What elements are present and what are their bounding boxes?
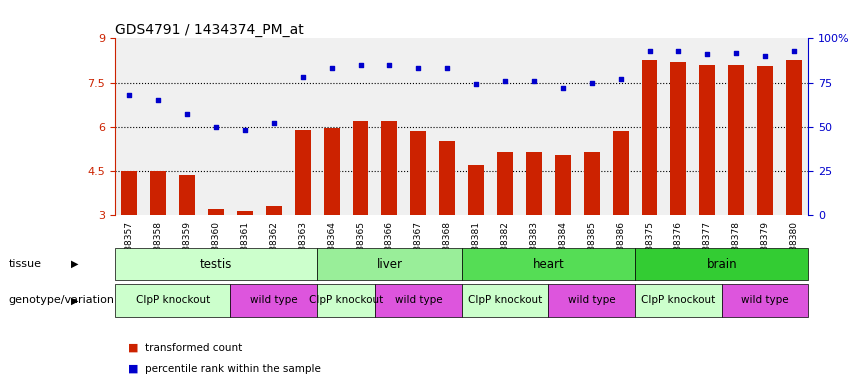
Text: liver: liver bbox=[376, 258, 403, 270]
Bar bbox=[122, 171, 137, 215]
Bar bbox=[671, 62, 687, 215]
Bar bbox=[317, 284, 375, 317]
Point bbox=[267, 120, 281, 126]
Point bbox=[556, 85, 569, 91]
Point bbox=[469, 81, 483, 88]
Bar bbox=[381, 121, 397, 215]
Bar bbox=[375, 284, 461, 317]
Bar bbox=[728, 65, 744, 215]
Point bbox=[441, 65, 454, 71]
Point bbox=[383, 62, 397, 68]
Bar bbox=[613, 131, 629, 215]
Point bbox=[729, 50, 743, 56]
Text: ClpP knockout: ClpP knockout bbox=[468, 295, 542, 306]
Point bbox=[325, 65, 339, 71]
Point bbox=[527, 78, 540, 84]
Point bbox=[296, 74, 310, 80]
Text: brain: brain bbox=[706, 258, 737, 270]
Text: tissue: tissue bbox=[9, 259, 42, 269]
Text: ■: ■ bbox=[128, 364, 138, 374]
Text: transformed count: transformed count bbox=[145, 343, 242, 353]
Point bbox=[758, 53, 772, 59]
Bar bbox=[461, 248, 635, 280]
Text: ▶: ▶ bbox=[71, 295, 78, 306]
Bar bbox=[208, 209, 224, 215]
Point bbox=[180, 111, 194, 118]
Bar bbox=[548, 284, 635, 317]
Point bbox=[123, 92, 136, 98]
Point bbox=[354, 62, 368, 68]
Point bbox=[787, 48, 801, 54]
Text: wild type: wild type bbox=[395, 295, 443, 306]
Text: ■: ■ bbox=[128, 343, 138, 353]
Bar bbox=[786, 61, 802, 215]
Bar bbox=[635, 284, 722, 317]
Bar bbox=[317, 248, 461, 280]
Text: heart: heart bbox=[533, 258, 564, 270]
Point bbox=[700, 51, 714, 57]
Bar bbox=[231, 284, 317, 317]
Text: ClpP knockout: ClpP knockout bbox=[642, 295, 716, 306]
Bar bbox=[526, 152, 542, 215]
Point bbox=[614, 76, 627, 82]
Text: GDS4791 / 1434374_PM_at: GDS4791 / 1434374_PM_at bbox=[115, 23, 304, 37]
Text: ClpP knockout: ClpP knockout bbox=[135, 295, 210, 306]
Text: wild type: wild type bbox=[568, 295, 615, 306]
Point bbox=[151, 97, 165, 103]
Point bbox=[209, 124, 223, 130]
Bar bbox=[237, 210, 253, 215]
Bar bbox=[115, 284, 231, 317]
Bar bbox=[635, 248, 808, 280]
Bar bbox=[555, 155, 571, 215]
Bar bbox=[642, 61, 658, 215]
Bar bbox=[410, 131, 426, 215]
Text: wild type: wild type bbox=[250, 295, 298, 306]
Point bbox=[412, 65, 426, 71]
Text: testis: testis bbox=[200, 258, 232, 270]
Bar bbox=[352, 121, 368, 215]
Bar bbox=[497, 152, 513, 215]
Point bbox=[498, 78, 511, 84]
Point bbox=[643, 48, 656, 54]
Bar bbox=[266, 206, 282, 215]
Bar bbox=[757, 66, 773, 215]
Bar bbox=[115, 248, 317, 280]
Bar bbox=[180, 175, 195, 215]
Text: genotype/variation: genotype/variation bbox=[9, 295, 115, 306]
Point bbox=[671, 48, 685, 54]
Point bbox=[238, 127, 252, 133]
Bar bbox=[584, 152, 600, 215]
Bar bbox=[151, 171, 166, 215]
Bar bbox=[294, 130, 311, 215]
Bar bbox=[439, 141, 455, 215]
Text: ClpP knockout: ClpP knockout bbox=[309, 295, 383, 306]
Text: ▶: ▶ bbox=[71, 259, 78, 269]
Bar bbox=[700, 65, 715, 215]
Bar bbox=[722, 284, 808, 317]
Bar bbox=[461, 284, 548, 317]
Text: percentile rank within the sample: percentile rank within the sample bbox=[145, 364, 321, 374]
Bar bbox=[323, 128, 340, 215]
Bar bbox=[468, 165, 484, 215]
Text: wild type: wild type bbox=[741, 295, 789, 306]
Point bbox=[585, 79, 598, 86]
